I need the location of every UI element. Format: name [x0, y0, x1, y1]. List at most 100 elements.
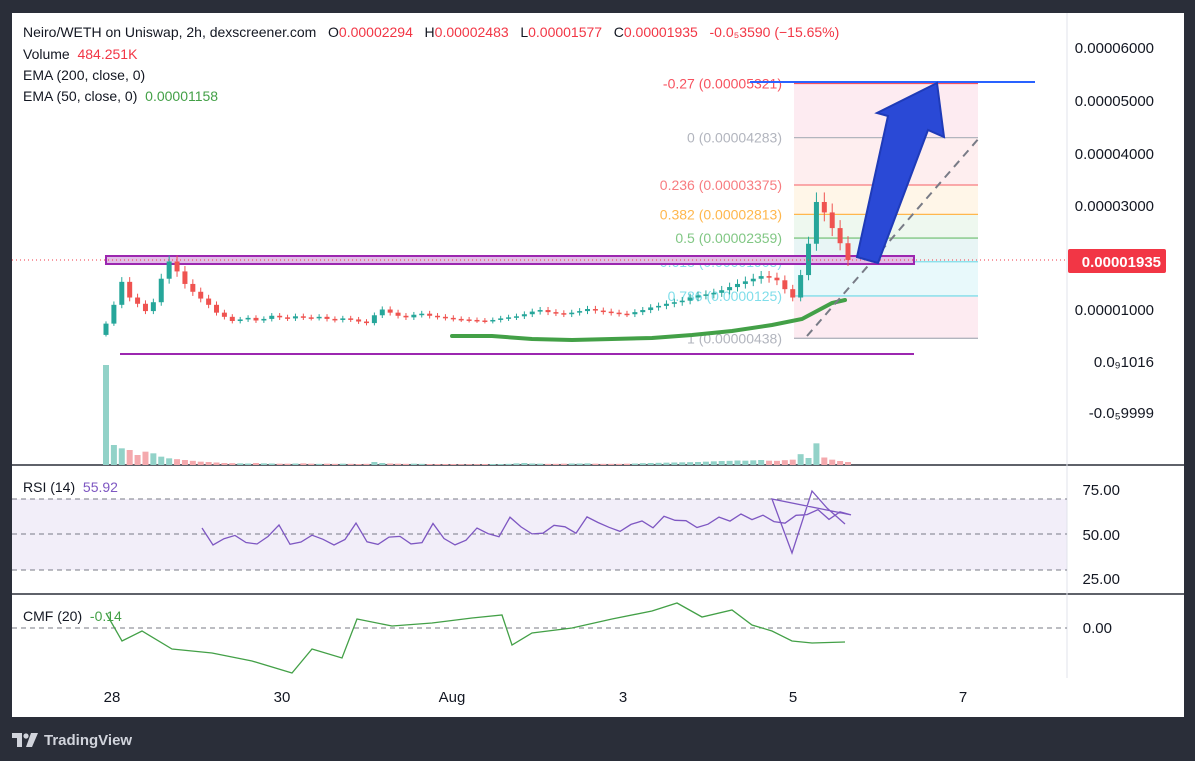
candle-body[interactable]: [450, 317, 456, 320]
candle-body[interactable]: [466, 319, 472, 321]
candle-body[interactable]: [411, 314, 417, 318]
candle-body[interactable]: [719, 290, 725, 293]
candle-body[interactable]: [458, 318, 464, 321]
candle-body[interactable]: [679, 300, 685, 303]
candle-body[interactable]: [111, 304, 117, 324]
dashed-projection-line[interactable]: [806, 136, 981, 337]
candle-body[interactable]: [174, 261, 180, 272]
candle-body[interactable]: [806, 243, 812, 276]
ema50-line[interactable]: [450, 298, 847, 343]
candle-body[interactable]: [624, 313, 630, 316]
candle-body[interactable]: [253, 317, 259, 321]
candle-body[interactable]: [371, 315, 377, 324]
candle-body[interactable]: [135, 297, 141, 304]
candle-body[interactable]: [127, 281, 133, 298]
candle-body[interactable]: [379, 309, 385, 316]
candle-body[interactable]: [277, 315, 283, 318]
candle-body[interactable]: [245, 317, 251, 320]
resistance-zone[interactable]: [105, 255, 915, 265]
candle-body[interactable]: [300, 316, 306, 318]
candle-body[interactable]: [695, 295, 701, 298]
blue-up-arrow-icon[interactable]: [855, 81, 946, 265]
candle-body[interactable]: [150, 302, 156, 312]
candle-body[interactable]: [837, 228, 843, 244]
candle-body[interactable]: [513, 316, 519, 318]
tradingview-footer[interactable]: TradingView: [12, 727, 132, 753]
candle-body[interactable]: [727, 287, 733, 291]
candle-body[interactable]: [474, 319, 480, 322]
candle-body[interactable]: [269, 315, 275, 319]
candle-body[interactable]: [206, 298, 212, 305]
candle-body[interactable]: [648, 307, 654, 311]
candle-body[interactable]: [198, 291, 204, 299]
candle-body[interactable]: [750, 278, 756, 282]
candle-body[interactable]: [292, 316, 298, 319]
candle-body[interactable]: [790, 289, 796, 298]
candle-body[interactable]: [521, 314, 527, 317]
candle-body[interactable]: [142, 303, 148, 312]
candle-body[interactable]: [182, 271, 188, 284]
candle-body[interactable]: [766, 276, 772, 278]
candle-body[interactable]: [190, 283, 196, 292]
candle-body[interactable]: [774, 277, 780, 281]
candle-body[interactable]: [734, 283, 740, 288]
candle-body[interactable]: [214, 304, 220, 313]
cmf-line[interactable]: [105, 602, 846, 674]
candle-body[interactable]: [813, 201, 819, 244]
candle-body[interactable]: [435, 315, 441, 318]
chart-canvas[interactable]: -0.27 (0.00005321) 0 (0.00004283) 0.236 (0…: [12, 13, 1184, 717]
candle-body[interactable]: [348, 318, 354, 320]
candle-body[interactable]: [798, 275, 804, 298]
candle-body[interactable]: [403, 315, 409, 318]
candle-body[interactable]: [782, 280, 788, 290]
candle-body[interactable]: [324, 316, 330, 319]
candle-body[interactable]: [742, 281, 748, 284]
candle-body[interactable]: [711, 292, 717, 295]
candle-body[interactable]: [553, 312, 559, 314]
candle-body[interactable]: [363, 321, 369, 324]
candle-body[interactable]: [308, 317, 314, 319]
candle-body[interactable]: [395, 312, 401, 316]
candle-body[interactable]: [237, 319, 243, 322]
candles[interactable]: [103, 192, 851, 337]
candle-body[interactable]: [640, 310, 646, 313]
candle-body[interactable]: [419, 313, 425, 316]
candle-body[interactable]: [285, 317, 291, 319]
candle-body[interactable]: [506, 317, 512, 319]
candle-body[interactable]: [600, 310, 606, 313]
candle-body[interactable]: [758, 276, 764, 279]
candle-body[interactable]: [387, 309, 393, 313]
candle-body[interactable]: [632, 312, 638, 315]
candle-body[interactable]: [427, 313, 433, 316]
candle-body[interactable]: [545, 310, 551, 313]
candle-body[interactable]: [261, 318, 267, 321]
candle-body[interactable]: [442, 316, 448, 319]
candle-body[interactable]: [845, 243, 851, 260]
candle-body[interactable]: [616, 312, 622, 315]
candle-body[interactable]: [585, 309, 591, 312]
candle-body[interactable]: [158, 278, 164, 303]
candle-body[interactable]: [103, 323, 109, 335]
candle-body[interactable]: [221, 312, 227, 317]
candle-body[interactable]: [229, 316, 235, 322]
candle-body[interactable]: [561, 313, 567, 315]
rsi-line[interactable]: [201, 489, 852, 555]
candle-body[interactable]: [316, 316, 322, 319]
candle-body[interactable]: [529, 311, 535, 315]
candle-body[interactable]: [671, 302, 677, 304]
candle-body[interactable]: [577, 311, 583, 313]
candle-body[interactable]: [498, 318, 504, 320]
candle-body[interactable]: [569, 312, 575, 315]
candle-body[interactable]: [119, 281, 125, 305]
candle-body[interactable]: [821, 201, 827, 213]
candle-body[interactable]: [829, 212, 835, 229]
candle-body[interactable]: [687, 297, 693, 301]
candle-body[interactable]: [356, 319, 362, 322]
candle-body[interactable]: [663, 303, 669, 306]
candle-body[interactable]: [703, 294, 709, 296]
candle-body[interactable]: [332, 318, 338, 321]
candle-body[interactable]: [490, 319, 496, 322]
candle-body[interactable]: [340, 318, 346, 320]
candle-body[interactable]: [537, 310, 543, 312]
candle-body[interactable]: [482, 320, 488, 322]
